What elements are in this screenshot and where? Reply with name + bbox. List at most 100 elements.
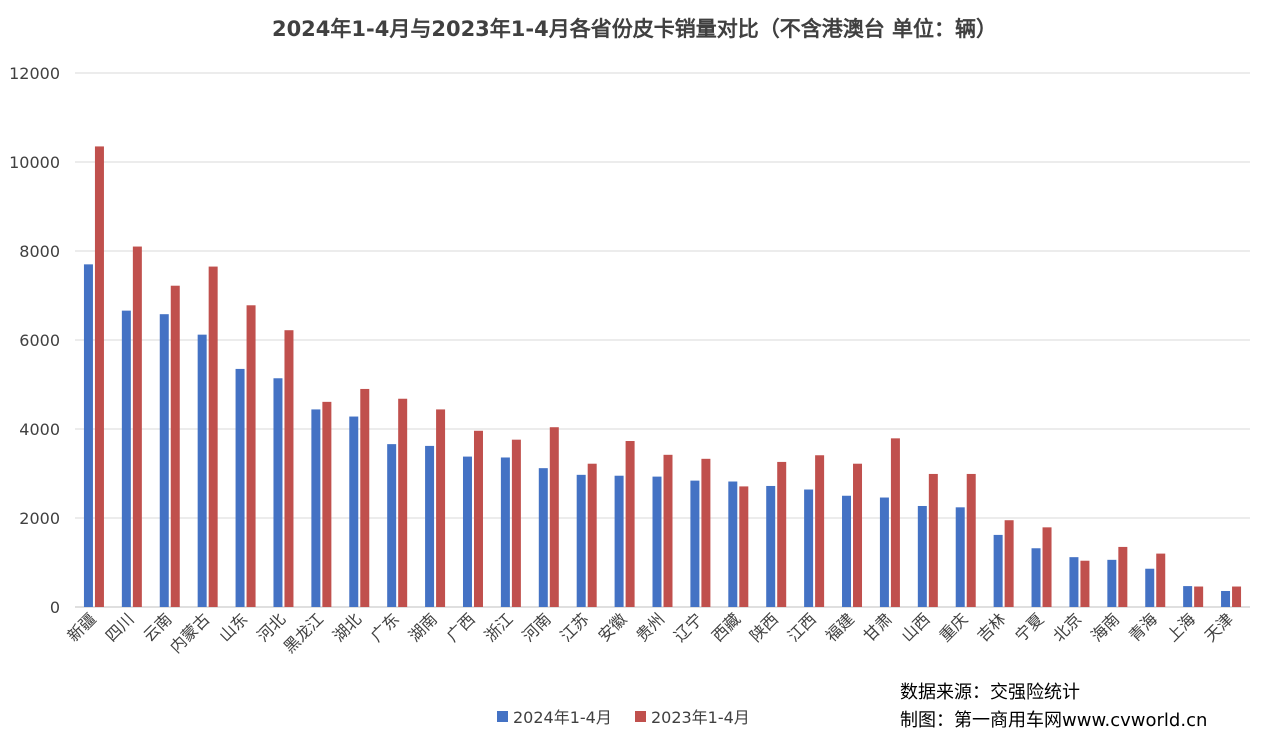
bar-2023: [436, 409, 446, 607]
x-tick-label: 黑龙江: [280, 609, 327, 656]
bar-2023: [1194, 586, 1204, 607]
x-tick-label: 内蒙古: [166, 609, 213, 656]
bar-2023: [360, 388, 370, 607]
bar-2024: [83, 264, 93, 607]
x-tick-label: 湖北: [329, 609, 365, 645]
x-tick-label: 上海: [1163, 609, 1199, 645]
x-tick-label: 青海: [1125, 609, 1161, 645]
bar-2024: [500, 457, 510, 607]
y-tick-label: 6000: [19, 331, 60, 350]
x-tick-label: 海南: [1087, 609, 1123, 645]
x-tick-label: 安徽: [594, 609, 630, 645]
x-tick-label: 广西: [443, 609, 479, 645]
bar-2024: [614, 475, 624, 607]
x-tick-label: 辽宁: [670, 609, 706, 645]
x-tick-label: 广东: [367, 609, 403, 645]
bar-2024: [879, 497, 889, 607]
bar-2023: [777, 461, 787, 607]
bar-2024: [311, 409, 321, 607]
bar-2023: [815, 455, 825, 607]
bar-2023: [966, 473, 976, 607]
x-tick-label: 四川: [102, 609, 138, 645]
x-tick-label: 甘肃: [860, 609, 896, 645]
bar-2024: [993, 534, 1003, 607]
bar-2024: [1145, 568, 1155, 607]
bar-2024: [576, 474, 586, 607]
y-tick-label: 2000: [19, 509, 60, 528]
bar-2024: [235, 368, 245, 607]
bar-2024: [1069, 557, 1079, 607]
bar-2024: [159, 314, 169, 607]
bar-2024: [804, 489, 814, 607]
bar-2023: [890, 438, 900, 607]
bar-2024: [462, 456, 472, 607]
y-tick-label: 4000: [19, 420, 60, 439]
bar-2024: [197, 334, 207, 607]
legend-label-2024: 2024年1-4月: [513, 708, 612, 727]
bar-2023: [587, 463, 597, 607]
x-tick-label: 浙江: [481, 609, 517, 645]
bar-2024: [917, 505, 927, 607]
bar-2024: [387, 444, 397, 607]
bar-2023: [663, 454, 673, 607]
x-tick-label: 江苏: [556, 609, 592, 645]
bar-2024: [728, 481, 738, 607]
bar-2023: [928, 473, 938, 607]
x-tick-label: 北京: [1049, 609, 1085, 645]
x-tick-label: 重庆: [935, 609, 971, 645]
x-tick-label: 宁夏: [1011, 609, 1047, 645]
chart-title: 2024年1-4月与2023年1-4月各省份皮卡销量对比（不含港澳台 单位：辆）: [271, 17, 998, 41]
x-tick-label: 新疆: [64, 609, 100, 645]
bar-2023: [246, 305, 256, 607]
legend-item-2024: 2024年1-4月: [497, 704, 612, 728]
y-tick-label: 12000: [9, 64, 60, 83]
bar-2023: [322, 401, 332, 607]
x-tick-label: 陕西: [746, 609, 782, 645]
bar-2023: [94, 146, 104, 608]
bar-2023: [1042, 527, 1052, 607]
legend-swatch-2024: [497, 710, 508, 722]
bar-2024: [690, 480, 700, 607]
bar-2024: [766, 485, 776, 607]
bar-2024: [955, 507, 965, 607]
credit-line: 制图：第一商用车网www.cvworld.cn: [900, 710, 1208, 731]
bar-2024: [1031, 548, 1041, 607]
bar-2023: [549, 427, 559, 607]
bar-2023: [739, 486, 749, 607]
bar-2023: [208, 266, 218, 607]
bar-2023: [473, 430, 483, 607]
source-line: 数据来源：交强险统计: [900, 682, 1080, 703]
bar-2024: [652, 476, 662, 607]
bar-2023: [511, 439, 521, 607]
bar-2024: [273, 378, 283, 607]
bar-2024: [1183, 586, 1193, 607]
bar-2024: [1107, 559, 1117, 607]
x-tick-label: 西藏: [708, 609, 744, 645]
bar-2023: [853, 463, 863, 607]
x-tick-label: 河南: [519, 609, 555, 645]
x-tick-label: 江西: [784, 609, 820, 645]
x-tick-label: 天津: [1201, 609, 1237, 645]
bar-2024: [425, 445, 435, 607]
x-tick-label: 福建: [822, 609, 858, 645]
bar-2024: [349, 416, 359, 607]
bar-2023: [625, 441, 635, 607]
source-note: 数据来源：交强险统计 制图：第一商用车网www.cvworld.cn: [900, 679, 1207, 735]
bar-2024: [538, 468, 548, 607]
bar-2023: [398, 398, 408, 607]
bar-2023: [1118, 546, 1128, 607]
bar-2023: [1156, 553, 1166, 607]
bar-2023: [284, 330, 294, 607]
x-tick-label: 山东: [215, 609, 251, 645]
bar-2023: [1080, 560, 1090, 607]
y-tick-label: 10000: [9, 153, 60, 172]
bar-2023: [1004, 520, 1014, 607]
y-tick-label: 0: [50, 598, 60, 617]
bar-2024: [842, 495, 852, 607]
bar-2023: [701, 458, 711, 607]
x-tick-label: 吉林: [973, 609, 1009, 645]
bar-2023: [132, 246, 142, 608]
x-tick-label: 贵州: [632, 609, 668, 645]
bar-2023: [1232, 586, 1242, 607]
legend: 2024年1-4月 2023年1-4月: [497, 704, 768, 728]
